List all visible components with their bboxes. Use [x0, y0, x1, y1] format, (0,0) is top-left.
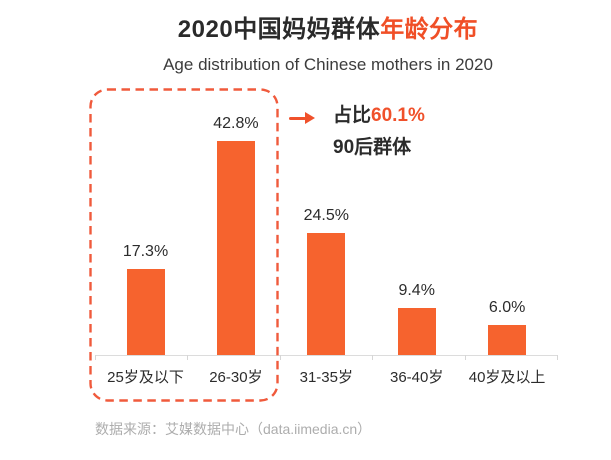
- bar-value-label: 24.5%: [303, 206, 349, 224]
- bar: [216, 141, 255, 355]
- axis-tick: [557, 355, 558, 360]
- x-axis-label: 25岁及以下: [107, 369, 184, 386]
- bar: [307, 232, 346, 355]
- axis-tick: [95, 355, 96, 360]
- axis-tick: [279, 355, 281, 360]
- x-axis-label: 36-40岁: [390, 369, 444, 386]
- bar-value-label: 9.4%: [398, 282, 435, 299]
- bar: [488, 325, 527, 355]
- annotation-share-value: 60.1%: [371, 105, 425, 126]
- x-axis-label: 40岁及以上: [468, 369, 546, 386]
- x-axis-label: 26-30岁: [209, 369, 263, 386]
- bar-value-label: 17.3%: [122, 242, 169, 260]
- bar-value-label: 42.8%: [213, 115, 259, 132]
- x-axis-label: 31-35岁: [299, 369, 353, 386]
- bar-value-label: 6.0%: [488, 299, 526, 316]
- bar: [126, 268, 165, 355]
- annotation-share: 占比60.1%: [333, 104, 425, 128]
- data-source-note: 数据来源：艾媒数据中心（data.iimedia.cn）: [95, 421, 372, 437]
- chart-title-highlight: 年龄分布: [380, 16, 479, 43]
- chart-subtitle: Age distribution of Chinese mothers in 2…: [163, 55, 493, 74]
- axis-tick: [464, 355, 466, 360]
- bar: [397, 308, 436, 355]
- annotation-group-name: 90后群体: [333, 137, 412, 158]
- annotation-share-prefix: 占比: [333, 105, 372, 126]
- axis-tick: [187, 355, 189, 360]
- right-arrow-icon: [289, 117, 306, 120]
- right-arrow-head-icon: [305, 112, 315, 124]
- axis-tick: [372, 355, 374, 360]
- chart-title-main: 2020中国妈妈群体: [177, 16, 381, 43]
- chart-header: 2020中国妈妈群体年龄分布 Age distribution of Chine…: [45, 16, 611, 76]
- x-axis-line: [95, 355, 557, 356]
- chart-title: 2020中国妈妈群体年龄分布: [45, 16, 611, 43]
